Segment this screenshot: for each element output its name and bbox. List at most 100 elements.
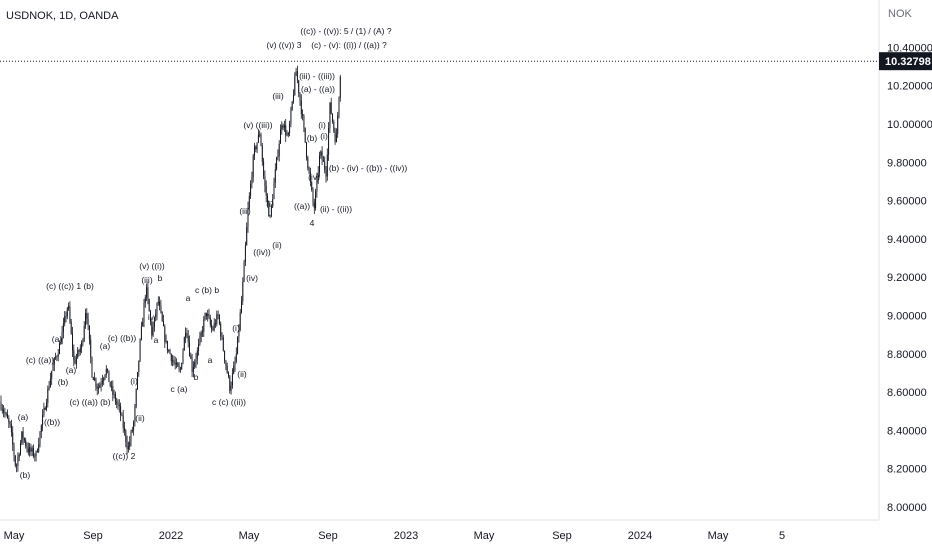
candle-body: [185, 333, 187, 338]
wave-annotation: (iii): [272, 91, 283, 101]
price-tick-label: 9.40000: [887, 234, 927, 246]
wave-annotation: (b): [307, 133, 318, 143]
candle-body: [131, 429, 133, 432]
wave-annotation: (i): [232, 323, 240, 333]
wave-annotation: ((iv)): [253, 247, 271, 257]
candle-body: [8, 418, 10, 422]
candle-body: [205, 312, 207, 316]
candle-body: [153, 317, 155, 328]
candle-body: [217, 314, 219, 316]
candle-body: [51, 370, 53, 379]
candle-body: [53, 358, 55, 365]
candle-body: [216, 314, 218, 325]
candle-body: [103, 378, 105, 381]
candle-body: [12, 432, 14, 445]
candle-body: [220, 323, 222, 337]
candle-body: [335, 133, 337, 143]
candle-body: [77, 350, 79, 358]
chart-title: USDNOK, 1D, OANDA: [6, 10, 119, 22]
candle-body: [152, 327, 154, 336]
candle-body: [203, 319, 205, 332]
candle-body: [194, 362, 196, 367]
candle-body: [36, 451, 38, 452]
candle-body: [35, 451, 37, 456]
wave-annotation: (a): [100, 341, 111, 351]
candle-body: [0, 401, 2, 409]
candle-body: [165, 340, 167, 342]
candle-body: [174, 363, 176, 365]
candle-body: [163, 321, 164, 327]
candle-body: [121, 414, 123, 416]
time-tick-label: 5: [779, 530, 785, 542]
candle-body: [16, 465, 18, 467]
candle-body: [42, 415, 44, 426]
candle-body: [96, 386, 98, 389]
candle-body: [237, 336, 239, 354]
candle-body: [122, 415, 124, 429]
candle-body: [248, 196, 250, 209]
candle-body: [157, 301, 159, 303]
wave-annotation: c (c) ((ii)): [212, 397, 246, 407]
candle-body: [317, 172, 319, 178]
candle-body: [333, 121, 335, 131]
candle-body: [10, 424, 12, 433]
wave-annotation: (i): [318, 120, 326, 130]
candle-body: [255, 146, 257, 150]
wave-annotation: c (b) b: [195, 285, 219, 295]
price-tick-label: 8.20000: [887, 464, 927, 476]
candle-body: [287, 133, 289, 135]
price-tick-label: 9.00000: [887, 311, 927, 323]
time-tick-label: 2024: [628, 530, 652, 542]
candle-body: [208, 314, 210, 318]
candle-body: [87, 318, 89, 326]
candle-body: [293, 94, 294, 102]
candle-body: [100, 383, 102, 385]
candle-body: [120, 405, 122, 415]
candle-body: [337, 115, 339, 134]
candle-body: [49, 378, 51, 387]
candle-body: [21, 431, 23, 443]
price-tick-label: 10.00000: [887, 119, 932, 131]
candle-body: [328, 127, 330, 155]
candle-body: [267, 195, 268, 203]
candle-body: [191, 358, 193, 372]
candle-body: [116, 401, 118, 404]
candle-body: [231, 373, 233, 386]
candle-body: [312, 189, 314, 203]
candle-body: [235, 353, 237, 362]
candle-body: [198, 344, 200, 351]
candle-body: [85, 313, 86, 326]
wave-annotation: b: [158, 273, 163, 283]
candle-body: [156, 303, 158, 315]
candle-body: [146, 287, 148, 297]
candle-body: [303, 115, 305, 128]
candle-body: [29, 447, 31, 453]
candle-body: [259, 134, 261, 136]
candle-body: [307, 157, 309, 168]
candle-body: [324, 161, 326, 170]
wave-annotation: (b): [58, 377, 69, 387]
wave-annotation: (c) ((a)) (b): [69, 397, 110, 407]
candle-body: [265, 186, 267, 196]
candle-body: [239, 312, 241, 330]
time-tick-label: May: [4, 530, 25, 542]
wave-annotation: (c) ((c)) 1 (b): [46, 281, 94, 291]
candle-body: [189, 342, 190, 356]
candle-body: [311, 181, 313, 190]
candle-body: [313, 202, 315, 209]
wave-annotation: (i): [130, 376, 138, 386]
candle-body: [38, 444, 40, 452]
candle-body: [244, 245, 246, 262]
candle-body: [195, 358, 197, 363]
candle-body: [257, 134, 259, 143]
candle-body: [114, 394, 116, 402]
candle-body: [155, 314, 157, 317]
candle-body: [306, 142, 307, 158]
candle-body: [234, 361, 236, 366]
wave-annotation: a: [186, 293, 191, 303]
wave-annotation: (ii): [135, 413, 145, 423]
candle-body: [321, 151, 323, 160]
candle-body: [224, 350, 226, 361]
candle-body: [182, 350, 184, 363]
